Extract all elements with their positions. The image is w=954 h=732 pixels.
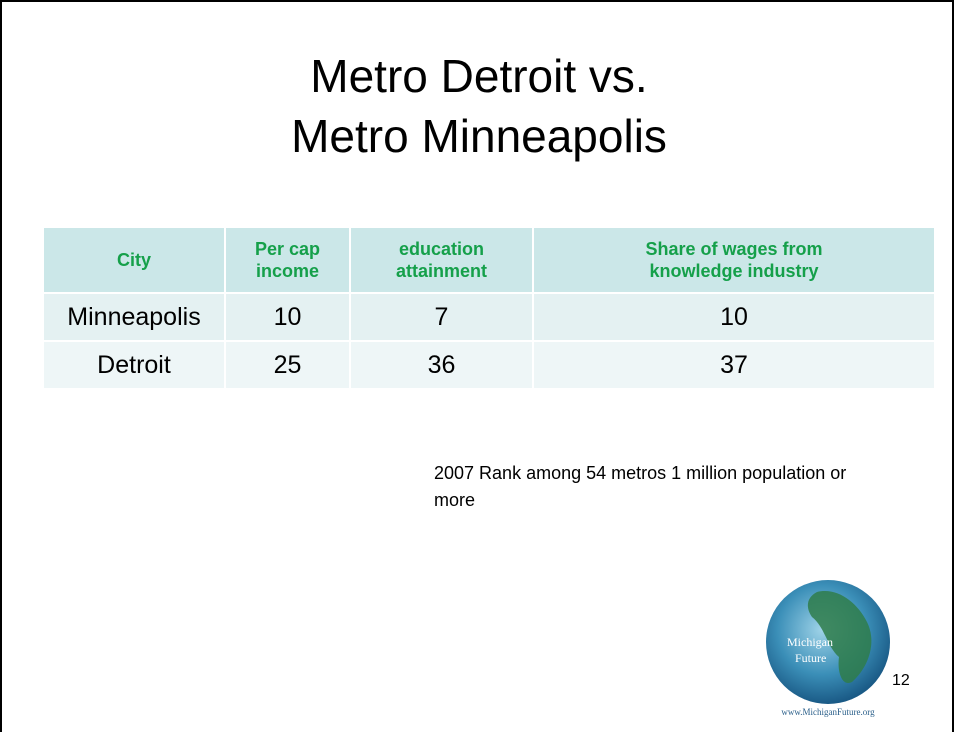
table-cell: Minneapolis xyxy=(44,294,224,340)
header-cell: education attainment xyxy=(351,228,532,292)
table-cell: 36 xyxy=(351,342,532,388)
logo: Michigan Future www.MichiganFuture.org xyxy=(766,580,890,717)
table-cell: 37 xyxy=(534,342,934,388)
table-cell: 10 xyxy=(226,294,349,340)
table-cell: 25 xyxy=(226,342,349,388)
header-cell: Share of wages from knowledge industry xyxy=(534,228,934,292)
table-cell: Detroit xyxy=(44,342,224,388)
table-cell: 10 xyxy=(534,294,934,340)
note: 2007 Rank among 54 metros 1 million popu… xyxy=(434,463,847,510)
logo-url: www.MichiganFuture.org xyxy=(781,707,875,717)
table-row: Minneapolis 10 7 10 xyxy=(44,294,934,340)
logo-shape xyxy=(807,591,872,683)
page-number: 12 xyxy=(892,672,910,689)
table-cell: 7 xyxy=(351,294,532,340)
header-cell: Per cap income xyxy=(226,228,349,292)
table-row: Detroit 25 36 37 xyxy=(44,342,934,388)
title-line: Metro Detroit vs. xyxy=(310,50,648,102)
header-cell: City xyxy=(44,228,224,292)
logo-text: Michigan xyxy=(787,635,833,649)
rank-table: City Per cap income education attainment… xyxy=(42,226,936,390)
title-line: Metro Minneapolis xyxy=(291,110,667,162)
header-row: City Per cap income education attainment… xyxy=(44,228,934,292)
logo-text: Future xyxy=(795,651,826,665)
